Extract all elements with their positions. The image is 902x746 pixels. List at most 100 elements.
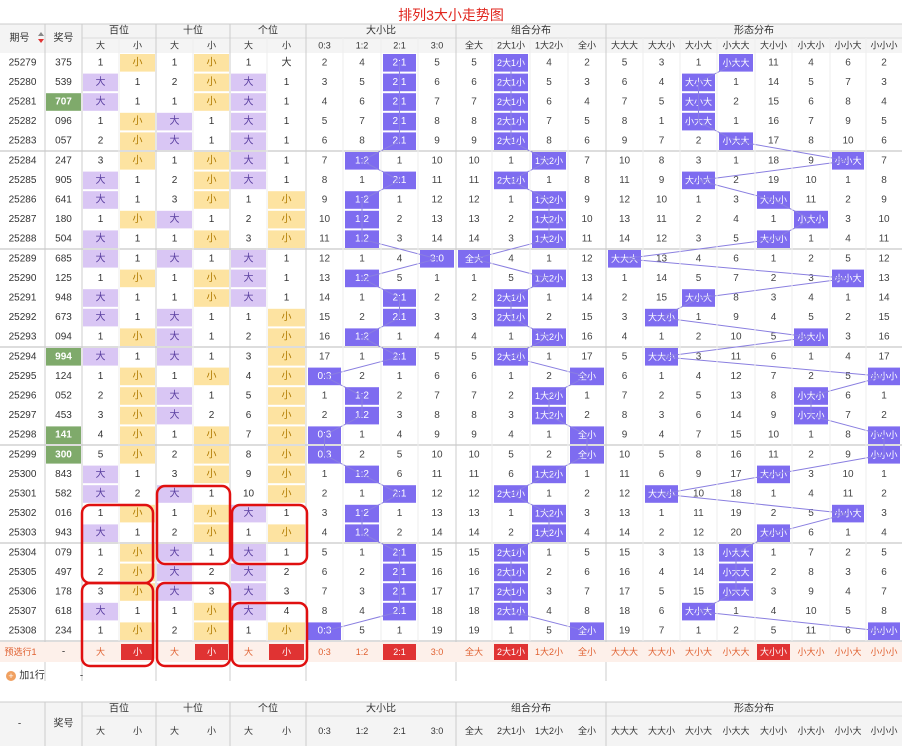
- miss-count: 15: [730, 430, 742, 441]
- big-small-cell: 小: [207, 174, 217, 186]
- miss-count: 3: [659, 57, 665, 68]
- miss-count: 1: [733, 77, 739, 88]
- sort-up-icon[interactable]: [38, 32, 44, 36]
- sort-down-icon[interactable]: [38, 39, 44, 43]
- big-small-cell: 1: [98, 214, 104, 225]
- trend-line: [810, 375, 885, 397]
- preselect-cell[interactable]: 小小大: [834, 646, 861, 657]
- miss-count: 8: [322, 175, 328, 186]
- group-header: 组合分布: [511, 24, 551, 37]
- preselect-cell[interactable]: 小: [282, 647, 291, 657]
- big-small-cell: 小: [207, 625, 217, 637]
- preselect-cell[interactable]: 大小大: [685, 646, 712, 657]
- preselect-cell[interactable]: 2:1: [393, 647, 406, 657]
- preselect-cell[interactable]: 大大小: [648, 646, 675, 657]
- period-cell: 25285: [9, 175, 37, 186]
- miss-count: 9: [322, 195, 328, 206]
- preselect-cell[interactable]: 3:0: [431, 647, 444, 657]
- add-row-button[interactable]: 加1行: [19, 669, 45, 682]
- preselect-cell[interactable]: 大: [96, 646, 105, 657]
- trend-line: [698, 277, 849, 299]
- big-small-cell: 8: [246, 449, 252, 460]
- preselect-cell[interactable]: 全大: [465, 646, 483, 657]
- preselect-cell[interactable]: 大大大: [611, 646, 638, 657]
- miss-count: 4: [771, 606, 777, 617]
- add-icon[interactable]: [6, 671, 16, 681]
- miss-count: 1: [881, 469, 887, 480]
- small-cell: [268, 210, 305, 229]
- miss-count: 6: [508, 469, 514, 480]
- preselect-cell[interactable]: 小: [207, 647, 216, 657]
- miss-count: 5: [546, 77, 552, 88]
- preselect-cell[interactable]: 全小: [578, 646, 596, 657]
- miss-count: 1: [808, 430, 814, 441]
- small-cell: [120, 269, 155, 288]
- preselect-cell[interactable]: 1大2小: [535, 646, 563, 657]
- miss-count: 5: [622, 351, 628, 362]
- miss-count: 7: [584, 155, 590, 166]
- hit-text: 3:0: [430, 253, 444, 264]
- miss-count: 12: [619, 489, 631, 500]
- miss-count: 5: [808, 77, 814, 88]
- miss-count: 10: [619, 449, 631, 460]
- miss-count: 1: [659, 371, 665, 382]
- big-cell: [157, 348, 192, 366]
- miss-count: 1: [397, 155, 403, 166]
- subheader: 小: [282, 41, 291, 51]
- miss-count: 17: [730, 469, 742, 480]
- miss-count: 1: [881, 391, 887, 402]
- preselect-cell[interactable]: 大: [170, 646, 179, 657]
- footer-group: 形态分布: [734, 702, 774, 715]
- award-cell: 079: [55, 547, 72, 558]
- period-cell: 25292: [9, 312, 37, 323]
- preselect-cell[interactable]: 大: [244, 646, 253, 657]
- big-small-cell: 小: [282, 527, 292, 539]
- preselect-cell[interactable]: 小大小: [797, 646, 824, 657]
- miss-count: 3: [397, 234, 403, 245]
- preselect-cell[interactable]: 2大1小: [497, 646, 525, 657]
- miss-count: 7: [622, 391, 628, 402]
- big-small-cell: 2: [135, 489, 141, 500]
- footer-subheader: 0:3: [318, 726, 331, 736]
- miss-count: 6: [322, 567, 328, 578]
- miss-count: 2: [845, 547, 851, 558]
- big-small-cell: 1: [172, 234, 178, 245]
- big-small-cell: 3: [172, 195, 178, 206]
- miss-count: 19: [431, 626, 443, 637]
- miss-count: 5: [359, 77, 365, 88]
- miss-count: 18: [768, 155, 780, 166]
- subheader: 2:1: [393, 41, 406, 51]
- miss-count: 11: [806, 626, 817, 637]
- preselect-cell[interactable]: 1:2: [356, 647, 369, 657]
- miss-count: 11: [768, 57, 779, 68]
- period-cell: 25291: [9, 293, 37, 304]
- big-small-cell: 1: [209, 136, 215, 147]
- big-small-cell: 小: [133, 135, 143, 147]
- footer-subheader: 大: [170, 725, 179, 736]
- trend-line: [473, 258, 550, 279]
- big-small-cell: 1: [209, 332, 215, 343]
- big-small-cell: 2: [98, 391, 104, 402]
- miss-count: 5: [508, 273, 514, 284]
- preselect-cell[interactable]: 大小小: [760, 646, 787, 657]
- preselect-cell[interactable]: 小大大: [722, 646, 749, 657]
- preselect-cell[interactable]: 0:3: [318, 647, 331, 657]
- group-header: 个位: [258, 24, 278, 37]
- miss-count: 6: [845, 626, 851, 637]
- small-cell: [268, 367, 305, 386]
- miss-count: 6: [471, 77, 477, 88]
- big-cell: [83, 602, 118, 621]
- big-small-cell: 小: [207, 154, 217, 166]
- trend-line: [510, 611, 588, 632]
- subheader: 大大小: [648, 40, 675, 51]
- miss-count: 9: [659, 175, 665, 186]
- miss-count: 10: [842, 136, 854, 147]
- miss-count: 11: [619, 175, 630, 186]
- miss-count: 3: [397, 410, 403, 421]
- preselect-cell[interactable]: 小: [133, 647, 142, 657]
- miss-count: 5: [659, 97, 665, 108]
- miss-count: 14: [619, 528, 631, 539]
- big-small-cell: 1: [284, 508, 290, 519]
- preselect-cell[interactable]: 小小小: [870, 647, 897, 657]
- miss-count: 5: [845, 253, 851, 264]
